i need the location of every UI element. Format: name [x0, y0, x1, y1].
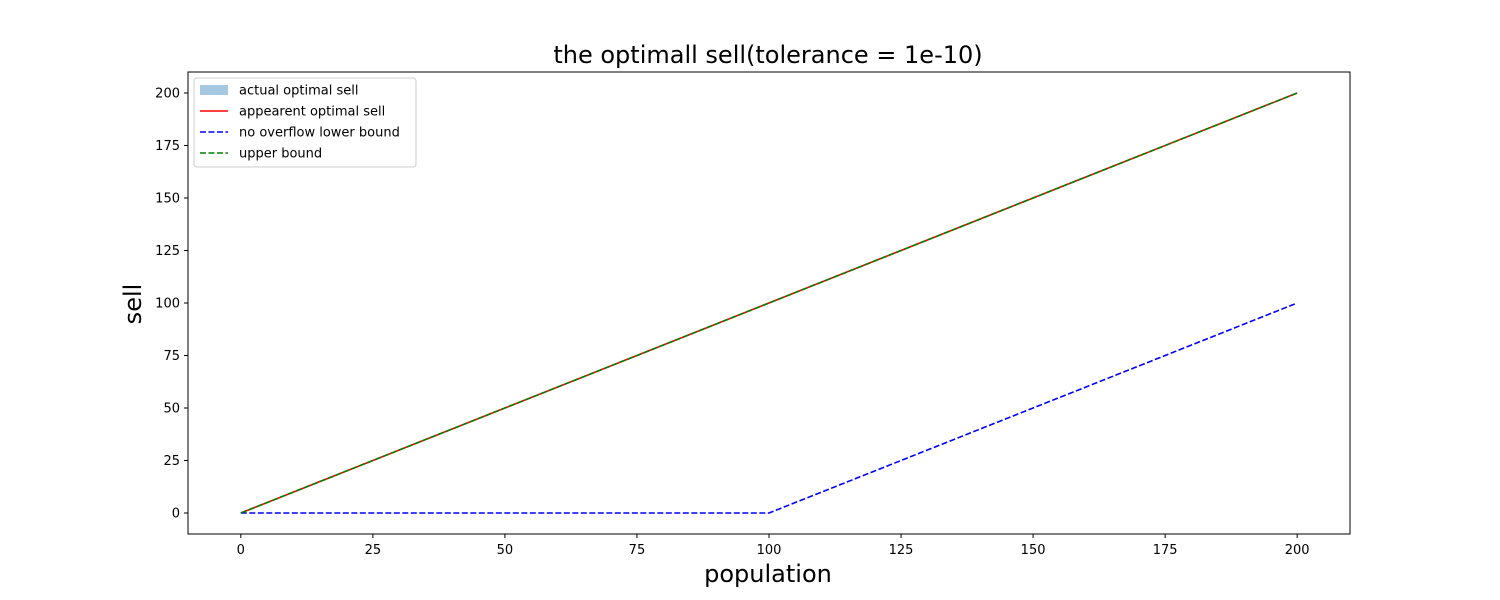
- y-tick-label: 125: [155, 244, 180, 259]
- x-axis-label: population: [704, 560, 832, 588]
- x-tick-label: 175: [1153, 543, 1178, 558]
- legend-swatch-actual-optimal-sell: [200, 85, 228, 95]
- plot-frame: [187, 71, 1351, 535]
- y-tick-label: 50: [163, 402, 180, 417]
- series-upper-bound: [240, 92, 1298, 514]
- y-tick-label: 100: [155, 297, 180, 312]
- legend-label-actual-optimal-sell: actual optimal sell: [239, 84, 358, 99]
- legend-label-appearent-optimal-sell: appearent optimal sell: [239, 105, 385, 120]
- x-tick-label: 0: [237, 543, 245, 558]
- legend-label-upper-bound: upper bound: [239, 147, 322, 162]
- x-tick-label: 125: [889, 543, 914, 558]
- x-tick-label: 100: [757, 543, 782, 558]
- y-tick-label: 75: [163, 349, 180, 364]
- x-tick-label: 50: [497, 543, 514, 558]
- y-axis: 0 25 50 75 100 125 150 175 200: [155, 87, 188, 522]
- x-tick-label: 200: [1285, 543, 1310, 558]
- y-tick-label: 175: [155, 139, 180, 154]
- y-tick-label: 0: [172, 507, 180, 522]
- legend-frame: [193, 77, 417, 168]
- x-tick-label: 25: [365, 543, 382, 558]
- chart-title: the optimall sell(tolerance = 1e-10): [553, 41, 982, 69]
- y-tick-label: 200: [155, 87, 180, 102]
- y-tick-label: 150: [155, 192, 180, 207]
- x-tick-label: 150: [1021, 543, 1046, 558]
- legend-label-no-overflow-lower-bound: no overflow lower bound: [239, 126, 400, 141]
- plot-area: [240, 92, 1298, 514]
- x-tick-label: 75: [629, 543, 646, 558]
- x-axis: 0 25 50 75 100 125 150 175 200: [237, 534, 1310, 558]
- series-no-overflow-lower-bound: [240, 302, 1298, 514]
- y-tick-label: 25: [163, 454, 180, 469]
- y-axis-label: sell: [119, 284, 147, 325]
- legend: actual optimal sell appearent optimal sel…: [193, 77, 417, 168]
